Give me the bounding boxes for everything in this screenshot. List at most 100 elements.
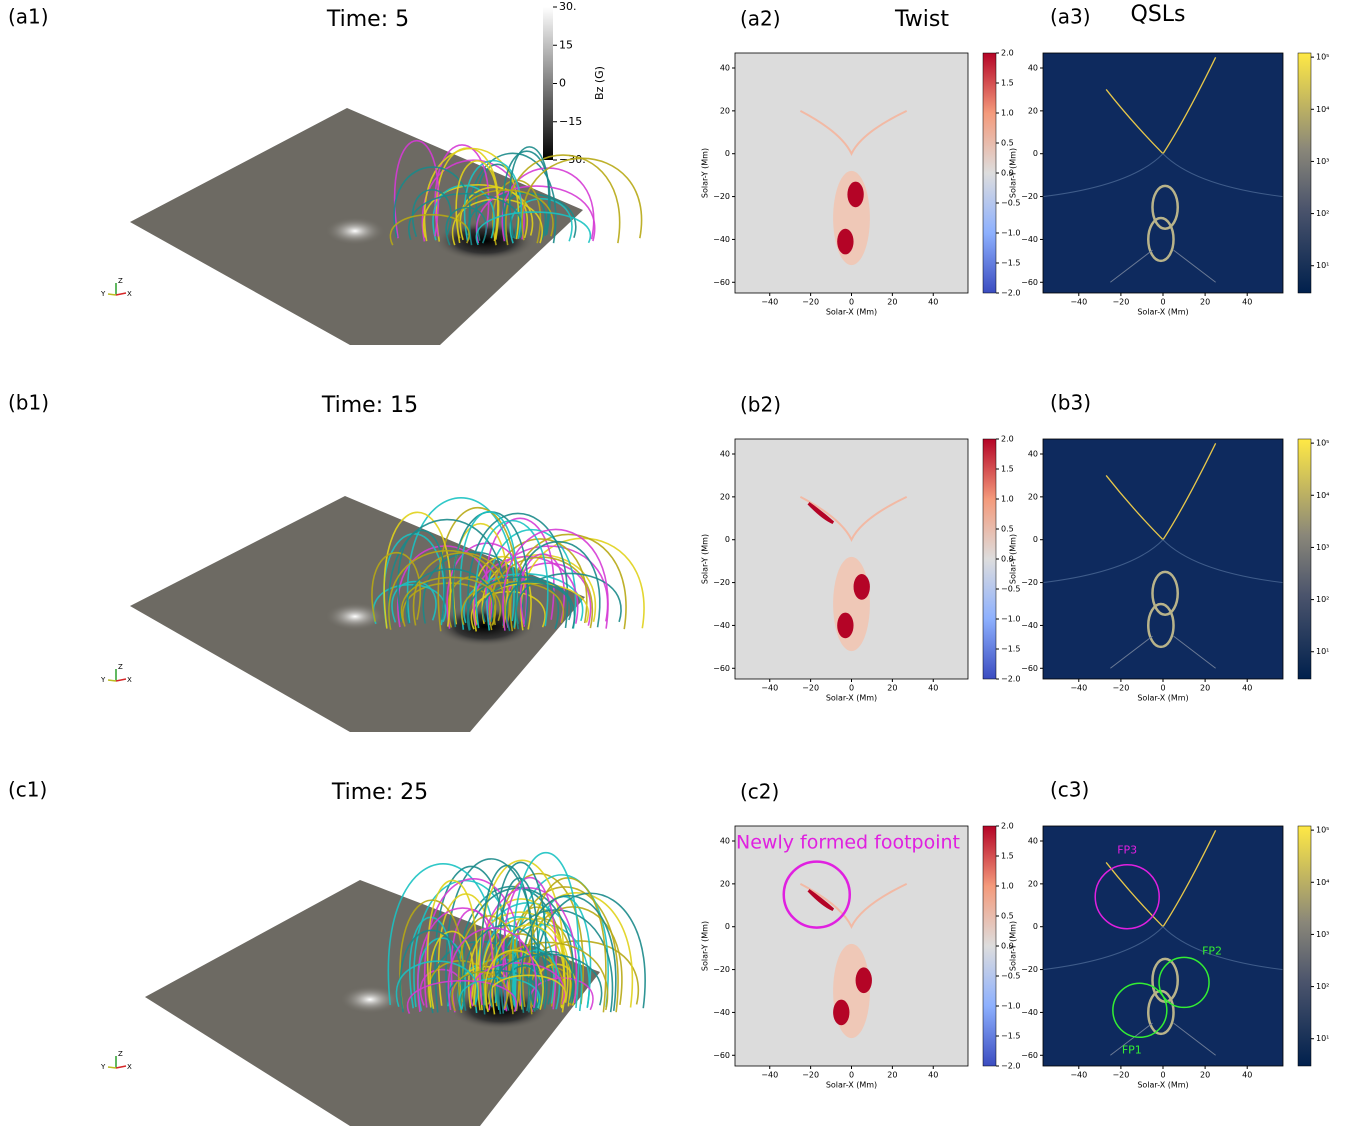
colorbar-tick-label: 1.5 (1001, 465, 1014, 474)
colorbar-tick-label: 10⁵ (1316, 826, 1329, 835)
axis-y-label: Y (100, 290, 106, 298)
colorbar-tick-label: 10⁵ (1316, 439, 1329, 448)
twist-core (837, 613, 853, 639)
y-tick-label: −20 (1021, 192, 1038, 201)
axis-z-label: Z (118, 277, 123, 285)
y-tick-label: −40 (713, 235, 730, 244)
panel-label: (c3) (1050, 778, 1089, 802)
colorbar (983, 53, 996, 293)
panel-label: (c2) (740, 780, 779, 804)
x-axis-label: Solar-X (Mm) (826, 308, 877, 317)
colorbar-tick-label: 10³ (1316, 543, 1329, 552)
y-tick-label: 40 (720, 64, 730, 73)
x-tick-label: 0 (1160, 298, 1165, 307)
y-tick-label: 0 (725, 149, 730, 158)
colorbar-tick-label: −1.0 (1001, 1002, 1020, 1011)
y-tick-label: 20 (1028, 492, 1038, 501)
y-tick-label: 40 (720, 837, 730, 846)
positive-polarity (340, 986, 400, 1014)
axis-x-label: X (127, 1063, 132, 1071)
x-tick-label: −40 (761, 298, 778, 307)
bz-colorbar (543, 7, 553, 160)
x-tick-label: −20 (802, 1071, 819, 1080)
y-tick-label: −60 (713, 1051, 730, 1060)
time-label: Time: 15 (321, 393, 418, 418)
x-axis-label: Solar-X (Mm) (1137, 694, 1188, 703)
axis-y (108, 294, 116, 295)
time-label: Time: 25 (331, 780, 428, 805)
x-tick-label: 40 (1242, 1071, 1252, 1080)
x-tick-label: 20 (887, 298, 897, 307)
twist-core (833, 1000, 849, 1026)
annotation: FP1 (1122, 1043, 1142, 1056)
y-tick-label: 0 (1033, 149, 1038, 158)
y-axis-label: Solar-Y (Mm) (1009, 148, 1018, 198)
colorbar-tick-label: 10³ (1316, 157, 1329, 166)
x-tick-label: 20 (1200, 1071, 1210, 1080)
x-tick-label: 20 (887, 684, 897, 693)
colorbar-tick-label: −2.0 (1001, 1062, 1020, 1071)
annotation: Newly formed footpoint (736, 832, 960, 854)
x-axis-label: Solar-X (Mm) (1137, 308, 1188, 317)
panel-label: (b1) (8, 391, 49, 415)
y-tick-label: 0 (1033, 922, 1038, 931)
qsl-plot: −40−200204040200−20−40−60Solar-X (Mm)Sol… (1009, 53, 1330, 317)
y-tick-label: 40 (1028, 837, 1038, 846)
axis-y-label: Y (100, 1063, 106, 1071)
colorbar-tick-label: 1.0 (1001, 495, 1014, 504)
colorbar-tick-label: 30. (559, 0, 577, 13)
axis-z-label: Z (118, 1050, 123, 1058)
y-tick-label: 0 (725, 922, 730, 931)
x-tick-label: 40 (928, 684, 938, 693)
x-tick-label: 40 (1242, 298, 1252, 307)
x-tick-label: −40 (761, 684, 778, 693)
colorbar-tick-label: −2.0 (1001, 289, 1020, 298)
y-axis-label: Solar-Y (Mm) (1009, 921, 1018, 971)
twist-plot: −40−200204040200−20−40−60Solar-X (Mm)Sol… (701, 435, 1021, 703)
colorbar-tick-label: 2.0 (1001, 822, 1014, 831)
axis-x-label: X (127, 676, 132, 684)
twist-core (854, 574, 870, 600)
axis-y-label: Y (100, 676, 106, 684)
colorbar-tick-label: 10² (1316, 595, 1329, 604)
colorbar-tick-label: −1.5 (1001, 645, 1020, 654)
y-tick-label: 40 (1028, 450, 1038, 459)
colorbar (983, 439, 996, 679)
axis-y (108, 1067, 116, 1068)
twist-header: Twist (894, 7, 949, 32)
y-tick-label: 20 (1028, 106, 1038, 115)
colorbar-tick-label: −15 (559, 115, 582, 128)
twist-halo (833, 557, 870, 651)
colorbar-tick-label: 0.5 (1001, 912, 1014, 921)
panel-label: (b3) (1050, 391, 1091, 415)
y-tick-label: −40 (713, 1008, 730, 1017)
plot-background (1043, 826, 1283, 1066)
x-tick-label: 20 (1200, 298, 1210, 307)
axis-y (108, 680, 116, 681)
y-tick-label: −60 (1021, 1051, 1038, 1060)
y-tick-label: −40 (713, 621, 730, 630)
x-tick-label: −20 (802, 298, 819, 307)
panel-label: (a1) (8, 5, 49, 29)
y-tick-label: −60 (713, 664, 730, 673)
colorbar-tick-label: −0.5 (1001, 585, 1020, 594)
bz-colorbar-title: Bz (G) (593, 66, 606, 100)
twist-plot: −40−200204040200−20−40−60Solar-X (Mm)Sol… (701, 49, 1021, 317)
twist-core (856, 967, 872, 993)
colorbar-tick-label: −0.5 (1001, 199, 1020, 208)
x-tick-label: −40 (1070, 298, 1087, 307)
annotation: FP3 (1117, 844, 1137, 857)
figure: Twist QSLs 30.150−15−30.Bz (G)(a1)Time: … (0, 0, 1356, 1126)
positive-polarity (325, 217, 385, 245)
x-tick-label: −20 (1112, 298, 1129, 307)
colorbar-tick-label: 10³ (1316, 930, 1329, 939)
axis-x (116, 1066, 126, 1068)
axis-x-label: X (127, 290, 132, 298)
x-tick-label: −20 (802, 684, 819, 693)
y-axis-label: Solar-Y (Mm) (1009, 534, 1018, 584)
x-tick-label: 0 (1160, 684, 1165, 693)
twist-core (837, 229, 853, 255)
x-tick-label: 0 (1160, 1071, 1165, 1080)
y-tick-label: −60 (1021, 278, 1038, 287)
